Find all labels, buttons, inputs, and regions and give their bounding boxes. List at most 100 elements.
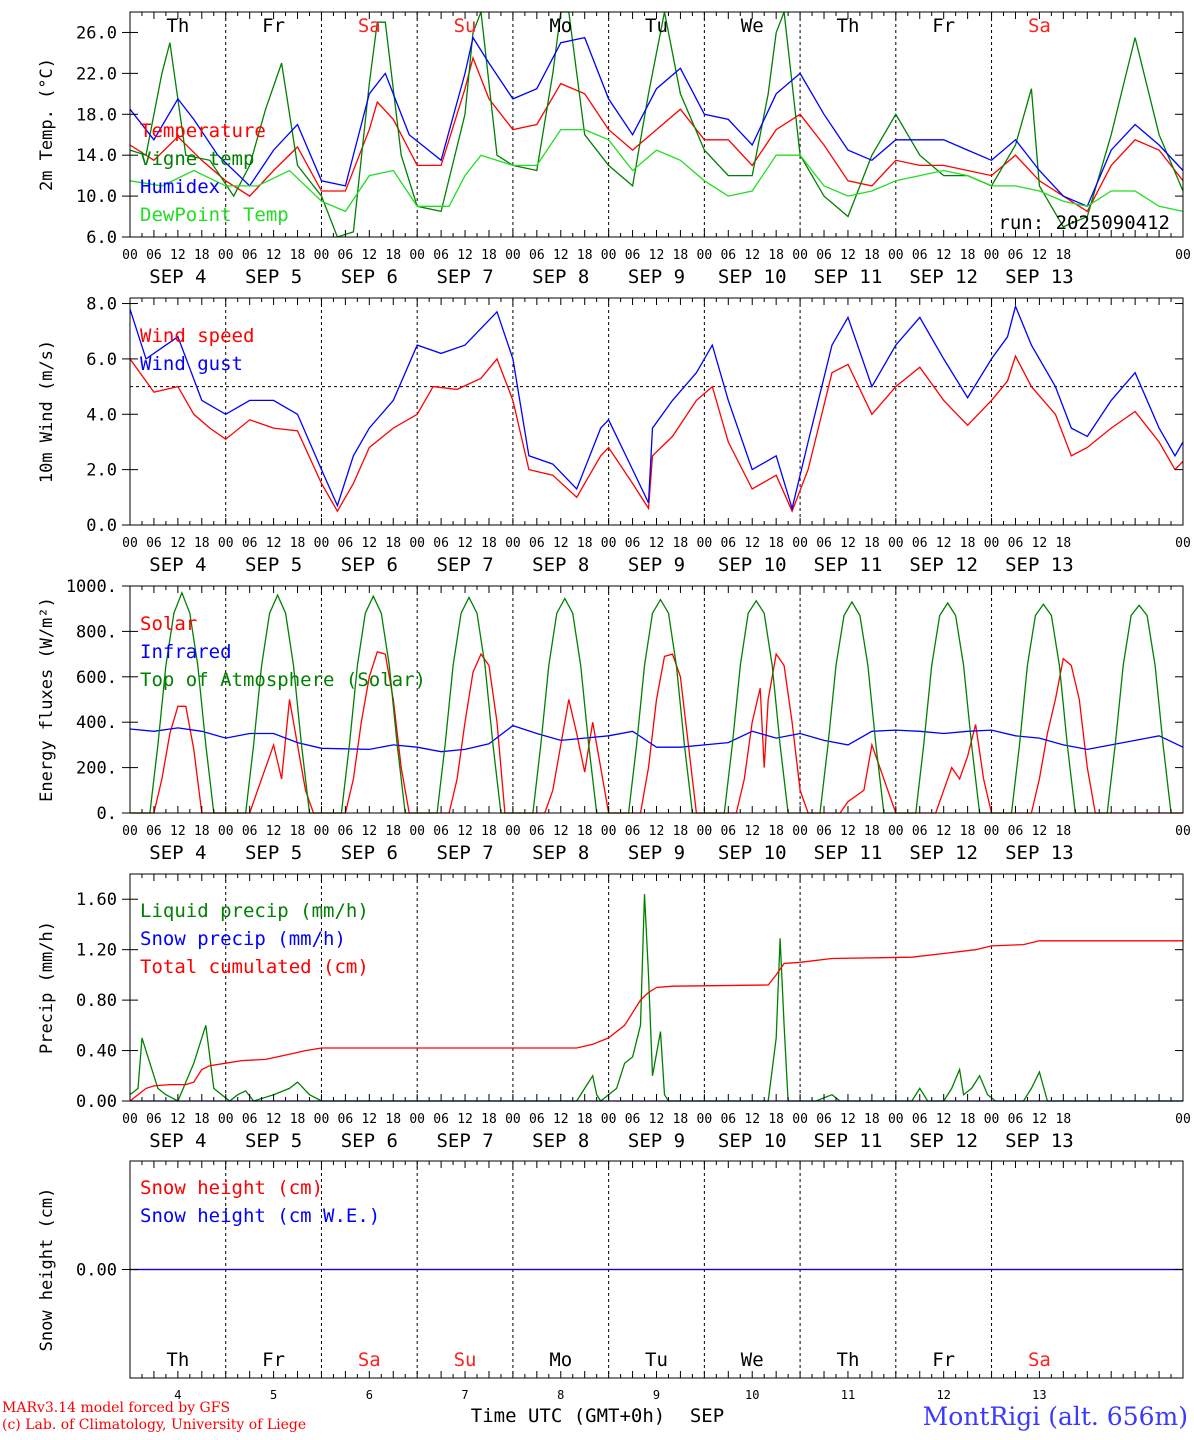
hour-label: 18 <box>290 248 306 263</box>
legend-entry: Infrared <box>140 641 232 663</box>
hour-label: 06 <box>146 824 162 839</box>
hour-label: 00 <box>984 248 1000 263</box>
hour-label: 06 <box>433 1112 449 1127</box>
hour-label: 12 <box>744 824 760 839</box>
weekday-label-top: Fr <box>262 15 285 37</box>
hour-label: 06 <box>1008 824 1024 839</box>
date-label: SEP 10 <box>718 266 787 288</box>
hour-label: 00 <box>218 824 234 839</box>
hour-label: 18 <box>768 248 784 263</box>
hour-label: 12 <box>744 536 760 551</box>
y-axis-label: 10m Wind (m/s) <box>37 340 57 483</box>
hour-label: 00 <box>984 1112 1000 1127</box>
hour-label: 12 <box>1032 536 1048 551</box>
hour-label: 06 <box>146 536 162 551</box>
hour-label: 18 <box>768 824 784 839</box>
date-label: SEP 4 <box>149 1130 206 1152</box>
hour-label: 00 <box>601 536 617 551</box>
y-tick-label: 6.0 <box>86 228 117 248</box>
y-axis-label: 2m Temp. (°C) <box>37 58 57 191</box>
weekday-label-top: Sa <box>358 15 381 37</box>
date-label: SEP 5 <box>245 266 302 288</box>
date-label: SEP 11 <box>814 266 883 288</box>
hour-label: 06 <box>433 536 449 551</box>
hour-label: 12 <box>170 1112 186 1127</box>
legend-entry: Top of Atmosphere (Solar) <box>140 669 426 691</box>
hour-label: 06 <box>720 824 736 839</box>
hour-label: 12 <box>1032 248 1048 263</box>
hour-label: 00 <box>218 536 234 551</box>
weekday-label-bottom: Fr <box>262 1349 285 1371</box>
hour-label: 00 <box>218 248 234 263</box>
y-tick-label: 800. <box>76 622 117 642</box>
hour-label: 00 <box>122 1112 138 1127</box>
hour-label: 06 <box>1008 536 1024 551</box>
hour-label: 00 <box>1175 536 1191 551</box>
y-tick-label: 1.20 <box>76 941 117 961</box>
hour-label: 12 <box>266 824 282 839</box>
hour-label: 18 <box>960 1112 976 1127</box>
hour-label: 18 <box>1056 824 1072 839</box>
date-label: SEP 6 <box>341 554 398 576</box>
hour-label: 12 <box>266 536 282 551</box>
hour-label: 12 <box>457 1112 473 1127</box>
hour-label: 00 <box>409 1112 425 1127</box>
y-tick-label: 22.0 <box>76 64 117 84</box>
hour-label: 18 <box>194 1112 210 1127</box>
series-line-humidex <box>129 35 1184 208</box>
y-tick-label: 18.0 <box>76 105 117 125</box>
date-label: SEP 5 <box>245 1130 302 1152</box>
weekday-label-bottom: Mo <box>549 1349 572 1371</box>
hour-label: 12 <box>361 824 377 839</box>
hour-label: 12 <box>1032 1112 1048 1127</box>
hour-label: 00 <box>601 1112 617 1127</box>
hour-label: 18 <box>960 536 976 551</box>
y-axis-label: Precip (mm/h) <box>37 921 57 1054</box>
hour-label: 00 <box>888 536 904 551</box>
hour-label: 00 <box>601 248 617 263</box>
hour-label: 06 <box>146 248 162 263</box>
hour-label: 12 <box>457 536 473 551</box>
hour-label: 12 <box>936 824 952 839</box>
day-number: 9 <box>653 1388 660 1402</box>
hour-label: 00 <box>888 248 904 263</box>
hour-label: 06 <box>529 1112 545 1127</box>
date-label: SEP 10 <box>718 842 787 864</box>
hour-label: 18 <box>768 1112 784 1127</box>
hour-label: 18 <box>481 824 497 839</box>
series-line-total-cumulated-cm- <box>129 940 1183 1102</box>
panel-4: 0.00 0.40 0.80 1.20 1.60 Precip (mm/h) Liquid … <box>37 873 1191 1152</box>
hour-label: 06 <box>720 1112 736 1127</box>
date-label: SEP 13 <box>1005 1130 1074 1152</box>
date-label: SEP 8 <box>532 554 589 576</box>
panel-3: 0. 200. 400. 600. 800. 1000. Energy fluxes (W/… <box>37 577 1191 864</box>
hour-label: 12 <box>457 824 473 839</box>
hour-label: 18 <box>194 536 210 551</box>
y-tick-label: 0.40 <box>76 1042 117 1062</box>
y-tick-label: 0.00 <box>76 1261 117 1281</box>
hour-label: 00 <box>122 248 138 263</box>
series-line-dewpoint-temp <box>129 128 1184 213</box>
weekday-label-bottom: Su <box>454 1349 477 1371</box>
hour-label: 18 <box>673 536 689 551</box>
hour-label: 06 <box>720 536 736 551</box>
date-label: SEP 10 <box>718 1130 787 1152</box>
hour-label: 06 <box>1008 248 1024 263</box>
date-label: SEP 9 <box>628 554 685 576</box>
hour-label: 00 <box>984 536 1000 551</box>
hour-label: 18 <box>577 824 593 839</box>
hour-label: 18 <box>385 248 401 263</box>
hour-label: 12 <box>1032 824 1048 839</box>
hour-label: 18 <box>960 824 976 839</box>
hour-label: 18 <box>290 1112 306 1127</box>
date-label: SEP 9 <box>628 1130 685 1152</box>
hour-label: 18 <box>385 536 401 551</box>
weekday-label-top: Th <box>837 15 860 37</box>
y-tick-label: 0.00 <box>76 1092 117 1112</box>
y-axis-label: Energy fluxes (W/m²) <box>37 597 57 802</box>
hour-label: 12 <box>361 1112 377 1127</box>
hour-label: 06 <box>338 824 354 839</box>
hour-label: 00 <box>697 536 713 551</box>
hour-label: 06 <box>816 248 832 263</box>
